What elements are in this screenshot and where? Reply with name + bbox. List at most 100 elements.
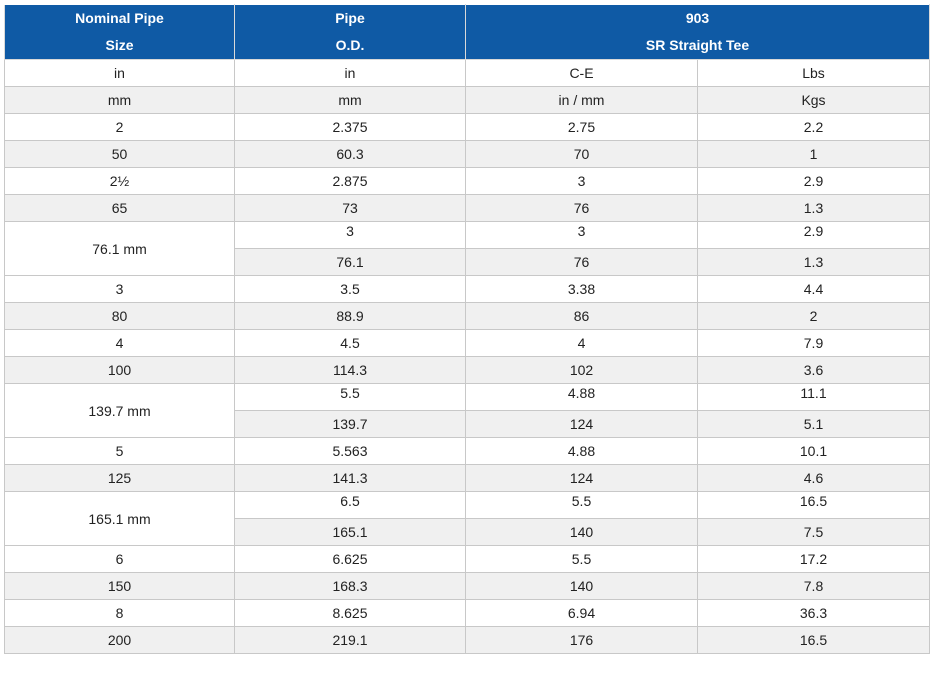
table-row: 2½ 2.875 3 2.9 xyxy=(4,167,931,195)
cell-ce: 140 xyxy=(465,518,698,546)
cell-ce: 4.88 xyxy=(465,437,698,465)
table-row: 76.1 76 1.3 xyxy=(5,248,931,276)
table-row: 5 5.563 4.88 10.1 xyxy=(4,437,931,465)
header-nominal-pipe-size: Nominal Pipe Size xyxy=(4,4,235,60)
cell-od: 219.1 xyxy=(234,626,466,654)
cell-ce: 176 xyxy=(465,626,698,654)
cell-weight: 16.5 xyxy=(696,626,931,654)
cell-od: 5.563 xyxy=(234,437,466,465)
cell-weight: 17.2 xyxy=(696,545,931,573)
cell-od: in xyxy=(234,59,466,87)
table-row: 65 73 76 1.3 xyxy=(4,194,931,222)
cell-ce: 76 xyxy=(465,194,698,222)
cell-od: 4.5 xyxy=(234,329,466,357)
cell-ce: 2.75 xyxy=(465,113,698,141)
header-line: O.D. xyxy=(335,37,365,53)
cell-od: 76.1 xyxy=(234,248,466,276)
cell-ce: 70 xyxy=(465,140,698,168)
cell-weight: 36.3 xyxy=(696,599,931,627)
cell-weight: 1.3 xyxy=(696,194,931,222)
cell-weight: 1 xyxy=(696,140,931,168)
cell-ce: 102 xyxy=(465,356,698,384)
cell-size: 125 xyxy=(4,464,235,492)
cell-size: 8 xyxy=(4,599,235,627)
header-line: Size xyxy=(105,37,134,53)
table-row: 125 141.3 124 4.6 xyxy=(4,464,931,492)
table-row: 165.1 140 7.5 xyxy=(5,518,931,546)
cell-od: 8.625 xyxy=(234,599,466,627)
header-line: Pipe xyxy=(335,10,365,26)
cell-size: 50 xyxy=(4,140,235,168)
header-pipe-od: Pipe O.D. xyxy=(234,4,466,60)
table-row: 100 114.3 102 3.6 xyxy=(4,356,931,384)
cell-ce: 5.5 xyxy=(465,545,698,573)
cell-weight: 7.5 xyxy=(696,518,931,546)
cell-ce: 76 xyxy=(465,248,698,276)
cell-size-merged: 165.1 mm xyxy=(4,491,235,546)
cell-ce: 124 xyxy=(465,464,698,492)
table-row: 2 2.375 2.75 2.2 xyxy=(4,113,931,141)
cell-od: 139.7 xyxy=(234,410,466,438)
cell-od: 141.3 xyxy=(234,464,466,492)
cell-ce: 3.38 xyxy=(465,275,698,303)
header-line: 903 xyxy=(685,10,710,26)
cell-size: 2 xyxy=(4,113,235,141)
pipe-spec-table: Nominal Pipe Size Pipe O.D. 903 SR Strai… xyxy=(4,4,931,654)
cell-weight: Kgs xyxy=(696,86,931,114)
table-row: 4 4.5 4 7.9 xyxy=(4,329,931,357)
cell-ce: in / mm xyxy=(465,86,698,114)
cell-size-merged: 76.1 mm xyxy=(4,221,235,276)
table-row: 150 168.3 140 7.8 xyxy=(4,572,931,600)
table-row: 139.7 124 5.1 xyxy=(5,410,931,438)
cell-od: 73 xyxy=(234,194,466,222)
cell-od: 6.625 xyxy=(234,545,466,573)
cell-size: 3 xyxy=(4,275,235,303)
table-row: in in C-E Lbs xyxy=(4,59,931,87)
cell-size: 2½ xyxy=(4,167,235,195)
cell-weight: 7.8 xyxy=(696,572,931,600)
table-row: 200 219.1 176 16.5 xyxy=(4,626,931,654)
table-header: Nominal Pipe Size Pipe O.D. 903 SR Strai… xyxy=(4,4,931,60)
cell-od: 3.5 xyxy=(234,275,466,303)
table-row: 8 8.625 6.94 36.3 xyxy=(4,599,931,627)
cell-weight: 16.5 xyxy=(696,491,931,519)
cell-od: 2.375 xyxy=(234,113,466,141)
cell-od: 6.5 xyxy=(234,491,466,519)
cell-od: 165.1 xyxy=(234,518,466,546)
cell-size: 200 xyxy=(4,626,235,654)
cell-ce: 140 xyxy=(465,572,698,600)
cell-weight: 7.9 xyxy=(696,329,931,357)
cell-ce: 124 xyxy=(465,410,698,438)
cell-weight: 4.4 xyxy=(696,275,931,303)
cell-weight: 2.2 xyxy=(696,113,931,141)
table-row: 80 88.9 86 2 xyxy=(4,302,931,330)
cell-weight: 2.9 xyxy=(696,167,931,195)
cell-weight: 2.9 xyxy=(696,221,931,249)
cell-size: 6 xyxy=(4,545,235,573)
cell-size: 80 xyxy=(4,302,235,330)
cell-od: 5.5 xyxy=(234,383,466,411)
cell-ce: 3 xyxy=(465,221,698,249)
cell-size: 65 xyxy=(4,194,235,222)
cell-size: 150 xyxy=(4,572,235,600)
table-body: in in C-E Lbs mm mm in / mm Kgs 2 2.375 … xyxy=(4,59,931,654)
header-line: SR Straight Tee xyxy=(645,37,750,53)
cell-od: 168.3 xyxy=(234,572,466,600)
cell-ce: 86 xyxy=(465,302,698,330)
table-row: 3 3.5 3.38 4.4 xyxy=(4,275,931,303)
cell-size-merged: 139.7 mm xyxy=(4,383,235,438)
header-line: Nominal Pipe xyxy=(75,10,164,26)
cell-od: 2.875 xyxy=(234,167,466,195)
cell-od: 114.3 xyxy=(234,356,466,384)
cell-weight: 3.6 xyxy=(696,356,931,384)
cell-od: mm xyxy=(234,86,466,114)
cell-size: in xyxy=(4,59,235,87)
cell-size: 100 xyxy=(4,356,235,384)
cell-ce: 6.94 xyxy=(465,599,698,627)
cell-weight: 1.3 xyxy=(696,248,931,276)
cell-od: 3 xyxy=(234,221,466,249)
cell-weight: 10.1 xyxy=(696,437,931,465)
cell-ce: 3 xyxy=(465,167,698,195)
table-row: 50 60.3 70 1 xyxy=(4,140,931,168)
cell-size: mm xyxy=(4,86,235,114)
